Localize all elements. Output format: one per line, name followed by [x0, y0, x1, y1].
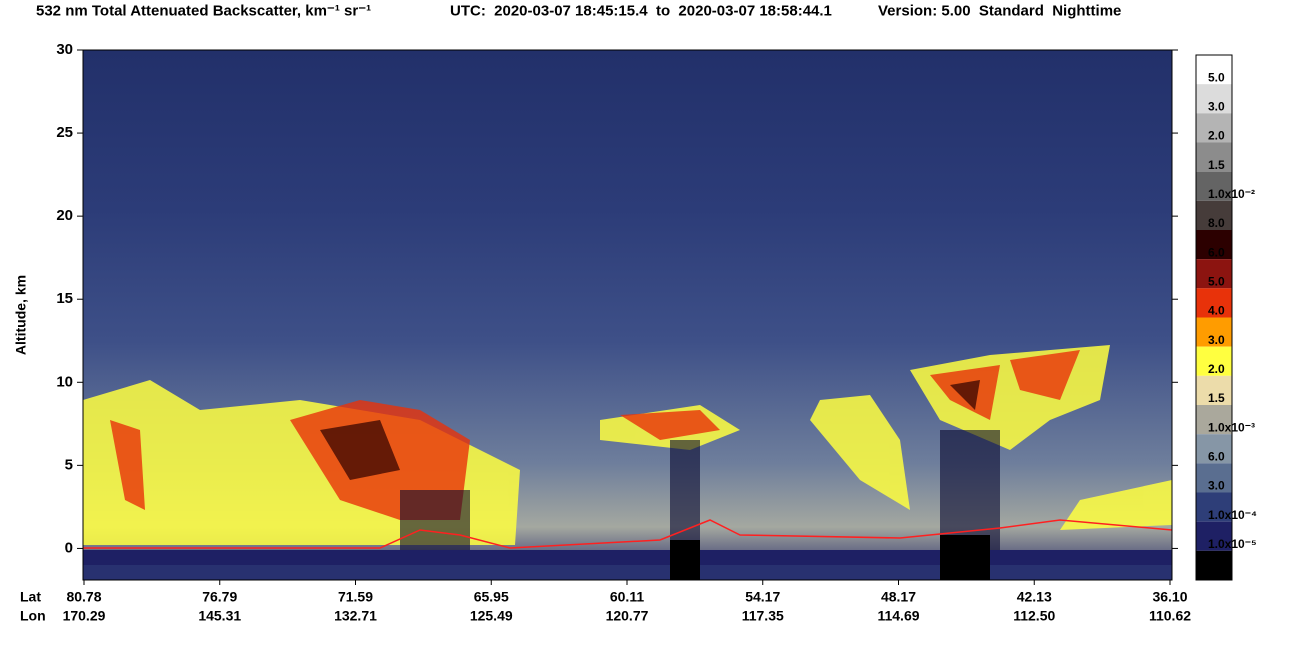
colorbar-label: 1.0x10⁻⁵ [1208, 537, 1257, 551]
cloud-region [810, 395, 910, 510]
lat-label: 71.59 [338, 589, 373, 605]
curtain [83, 50, 1173, 580]
lat-label: 42.13 [1017, 589, 1052, 605]
lon-row-label: Lon [20, 608, 46, 624]
colorbar-swatch [1196, 375, 1232, 405]
colorbar-label: 6.0 [1208, 450, 1225, 464]
version: Version: 5.00 Standard Nighttime [878, 2, 1121, 19]
lon-label: 117.35 [742, 608, 784, 624]
lon-label: 112.50 [1013, 608, 1055, 624]
colorbar-swatch [1196, 142, 1232, 172]
y-tick-label: 20 [56, 207, 73, 224]
darkest-cloud [320, 380, 980, 480]
colorbar-swatch [1196, 521, 1232, 551]
ground-shadow [940, 535, 990, 580]
colorbar-swatch [1196, 55, 1232, 85]
colorbar-swatch [1196, 405, 1232, 435]
colorbar-label: 1.0x10⁻⁴ [1208, 508, 1257, 522]
colorbar-frame [1195, 54, 1233, 581]
lon-label: 110.62 [1149, 608, 1191, 624]
colorbar-label: 2.0 [1208, 129, 1225, 143]
time-range: UTC: 2020-03-07 18:45:15.4 to 2020-03-07… [450, 2, 832, 19]
colorbar-swatch [1196, 463, 1232, 493]
lon-label: 114.69 [877, 608, 919, 624]
lon-label: 145.31 [198, 608, 241, 624]
colorbar-label: 1.5 [1208, 158, 1225, 172]
y-tick-label: 5 [65, 456, 73, 473]
colorbar-label: 2.0 [1208, 362, 1225, 376]
colorbar-swatch [1196, 113, 1232, 143]
colorbar-swatch [1196, 288, 1232, 318]
y-tick-label: 25 [56, 124, 73, 141]
colorbar-swatch [1196, 84, 1232, 114]
colorbar-swatch [1196, 346, 1232, 376]
cloud-core [620, 410, 720, 440]
y-tick-label: 15 [56, 290, 73, 307]
colorbar-swatch [1196, 230, 1232, 260]
attenuated-column [940, 430, 1000, 550]
colorbar-swatch [1196, 550, 1232, 580]
colorbar-swatch [1196, 434, 1232, 464]
lat-label: 36.10 [1152, 589, 1187, 605]
cloud-region [1060, 480, 1172, 530]
lon-label: 170.29 [63, 608, 106, 624]
lat-label: 60.11 [610, 589, 644, 605]
y-tick-label: 0 [65, 539, 73, 556]
lat-label: 48.17 [881, 589, 916, 605]
y-axis-label: Altitude, km [13, 275, 29, 355]
cloud-core [950, 380, 980, 410]
colorbar-swatch [1196, 492, 1232, 522]
colorbar-label: 3.0 [1208, 333, 1225, 347]
lat-label: 54.17 [745, 589, 780, 605]
lat-label: 65.95 [474, 589, 509, 605]
cloud-core [320, 420, 400, 480]
ground-band [83, 565, 1172, 580]
lat-label: 76.79 [202, 589, 237, 605]
colorbar-label: 1.0x10⁻² [1208, 187, 1255, 201]
colorbar-label: 8.0 [1208, 216, 1225, 230]
colorbar-label: 3.0 [1208, 100, 1225, 114]
colorbar-label: 6.0 [1208, 245, 1225, 259]
attenuated-column [400, 490, 470, 550]
colorbar-swatch [1196, 200, 1232, 230]
lon-label: 120.77 [606, 608, 649, 624]
y-tick-label: 10 [56, 373, 73, 390]
colorbar-label: 5.0 [1208, 275, 1225, 289]
cloud-core [1010, 350, 1080, 400]
colorbar-label: 1.5 [1208, 391, 1225, 405]
lat-row-label: Lat [20, 589, 41, 605]
colorbar-swatch [1196, 259, 1232, 289]
chart-title: 532 nm Total Attenuated Backscatter, km⁻… [36, 2, 371, 19]
colorbar-swatch [1196, 171, 1232, 201]
colorbar-swatch [1196, 317, 1232, 347]
ground-shadow [670, 540, 700, 580]
colorbar-label: 5.0 [1208, 70, 1225, 84]
lon-label: 125.49 [470, 608, 513, 624]
colorbar-label: 3.0 [1208, 479, 1225, 493]
cloud-core [110, 420, 145, 510]
colorbar-label: 1.0x10⁻³ [1208, 420, 1255, 434]
colorbar-label: 4.0 [1208, 304, 1225, 318]
y-tick-label: 30 [56, 41, 73, 58]
surface-line [83, 519, 1173, 549]
lon-label: 132.71 [334, 608, 377, 624]
lat-label: 80.78 [66, 589, 101, 605]
